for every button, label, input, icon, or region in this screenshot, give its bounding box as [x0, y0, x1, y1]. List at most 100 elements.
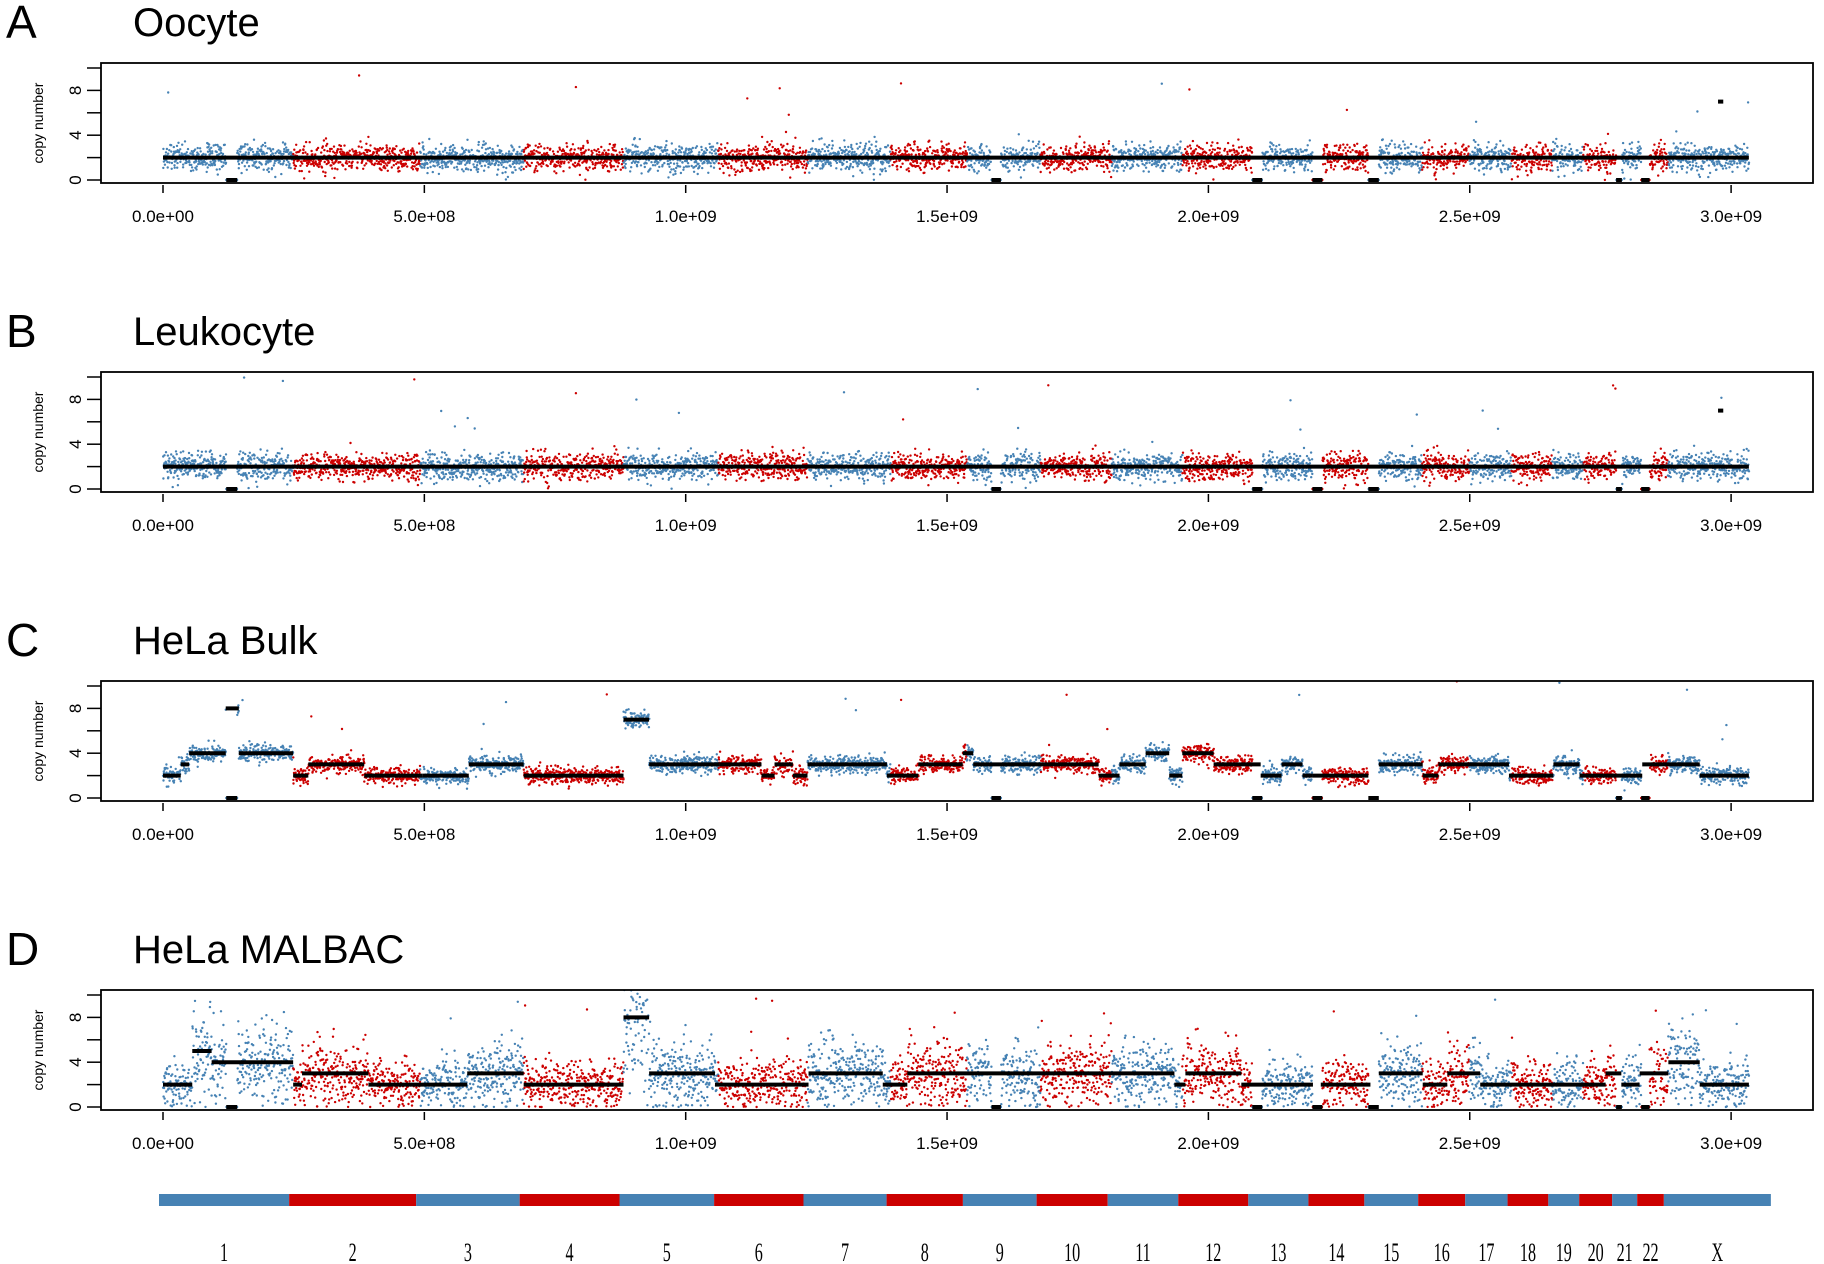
data-point: [765, 147, 768, 151]
data-point: [1435, 167, 1438, 171]
data-point: [1586, 169, 1590, 172]
data-point: [220, 151, 223, 155]
data-point: [643, 165, 646, 169]
data-point: [1270, 148, 1274, 151]
data-point: [819, 150, 822, 153]
data-point: [725, 163, 728, 166]
data-point: [1516, 168, 1519, 171]
data-point: [804, 151, 807, 154]
data-point: [1366, 171, 1370, 174]
data-point: [893, 161, 896, 164]
data-point: [1069, 147, 1072, 150]
data-point: [875, 148, 878, 152]
data-point: [960, 165, 963, 169]
data-point: [1538, 161, 1541, 164]
data-point: [778, 149, 781, 153]
data-point: [1112, 145, 1115, 148]
data-point: [1417, 171, 1421, 174]
data-point: [576, 153, 579, 156]
data-point: [387, 150, 391, 153]
data-point: [918, 153, 921, 156]
data-point: [883, 167, 887, 170]
data-point: [462, 170, 465, 173]
data-point: [1305, 148, 1308, 152]
data-point: [1134, 151, 1137, 154]
data-point: [542, 162, 545, 166]
data-point: [811, 167, 814, 170]
data-point: [941, 163, 944, 166]
data-point: [1442, 164, 1446, 167]
data-point: [1332, 168, 1336, 171]
data-point: [599, 160, 603, 164]
data-point: [1400, 151, 1403, 155]
data-point: [505, 166, 508, 170]
data-point: [1378, 149, 1381, 152]
data-point: [1016, 163, 1019, 166]
data-point: [426, 171, 429, 175]
data-point: [244, 143, 247, 146]
data-point: [1276, 164, 1279, 168]
data-point: [1559, 161, 1562, 164]
data-point: [1237, 152, 1240, 155]
data-point: [1426, 166, 1429, 169]
data-point: [255, 166, 259, 170]
data-point: [669, 161, 672, 165]
data-point: [1294, 147, 1298, 151]
data-point: [350, 164, 354, 167]
data-point: [1555, 137, 1558, 141]
data-point: [380, 168, 383, 172]
data-point: [940, 140, 943, 143]
data-point: [1426, 153, 1430, 157]
data-point: [797, 166, 800, 169]
data-point: [700, 145, 703, 149]
data-point: [1079, 166, 1082, 170]
data-point: [490, 162, 494, 165]
data-point: [476, 170, 479, 174]
data-point: [325, 144, 328, 147]
data-point: [687, 165, 691, 168]
data-point: [949, 149, 952, 153]
data-point: [1222, 167, 1225, 171]
data-point: [928, 145, 932, 149]
data-point: [1046, 148, 1049, 151]
data-point: [1344, 146, 1347, 149]
data-point: [339, 161, 342, 164]
data-point: [1420, 164, 1423, 167]
data-point: [1143, 153, 1147, 156]
data-point: [388, 152, 391, 155]
data-point: [1095, 164, 1099, 167]
data-point: [1222, 160, 1225, 163]
data-point: [663, 161, 666, 165]
data-point: [431, 170, 434, 174]
data-point: [1098, 153, 1102, 156]
data-point: [865, 163, 869, 166]
data-point: [1283, 150, 1286, 154]
data-point: [1346, 167, 1350, 170]
data-point: [501, 161, 505, 164]
data-point: [894, 149, 898, 152]
data-point: [185, 160, 189, 164]
data-point: [1279, 148, 1282, 151]
data-point: [175, 144, 179, 148]
data-point: [734, 173, 737, 177]
data-point: [351, 160, 354, 163]
data-point: [672, 173, 675, 176]
data-point: [393, 159, 396, 163]
data-point: [686, 162, 690, 165]
data-point: [769, 163, 772, 166]
data-point: [560, 160, 564, 163]
data-point: [638, 153, 641, 156]
data-point: [936, 151, 939, 154]
data-point: [676, 162, 679, 165]
data-point: [1383, 151, 1387, 154]
data-point: [1397, 162, 1400, 165]
data-point: [330, 164, 333, 167]
data-point: [535, 150, 538, 153]
data-point: [624, 166, 627, 170]
data-point: [1022, 168, 1026, 172]
data-point: [608, 142, 611, 146]
data-point: [851, 147, 854, 151]
data-point: [1183, 161, 1186, 164]
data-point: [218, 152, 221, 156]
data-point: [1264, 164, 1267, 167]
